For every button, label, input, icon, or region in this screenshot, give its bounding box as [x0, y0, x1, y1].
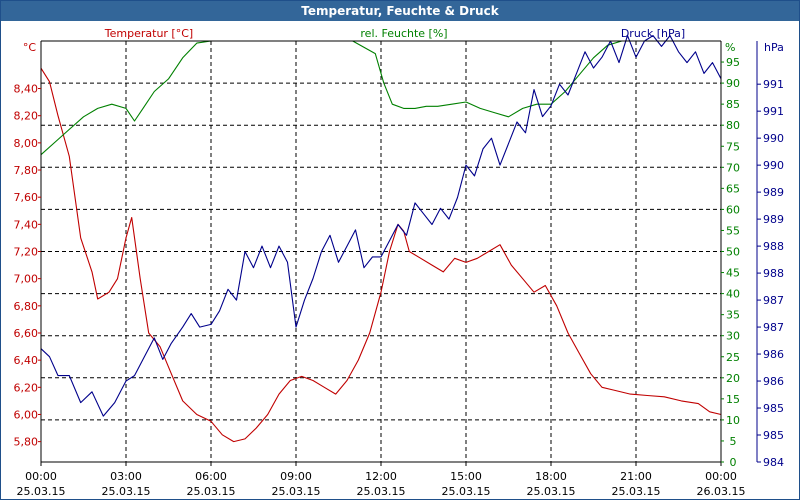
x-tick-label-time: 00:00 [705, 470, 737, 483]
humidity-tick-label: 65 [726, 182, 740, 195]
pressure-tick-label: 985 [763, 402, 784, 415]
pressure-tick-label: 987 [763, 294, 784, 307]
x-tick-label-time: 21:00 [620, 470, 652, 483]
x-tick-label-time: 03:00 [110, 470, 142, 483]
pressure-tick-label: 988 [763, 240, 784, 253]
humidity-tick-label: 70 [726, 161, 740, 174]
humidity-tick-label: 0 [730, 456, 737, 469]
humidity-axis-title: rel. Feuchte [%] [360, 27, 447, 40]
chart-title: Temperatur, Feuchte & Druck [1, 1, 799, 21]
pressure-axis-title: Druck [hPa] [621, 27, 685, 40]
humidity-tick-label: 40 [726, 288, 740, 301]
humidity-tick-label: 80 [726, 119, 740, 132]
x-tick-label-date: 25.03.15 [102, 485, 151, 498]
temperature-unit-label: °C [23, 41, 37, 54]
x-tick-label-date: 25.03.15 [442, 485, 491, 498]
x-tick-label-date: 25.03.15 [272, 485, 321, 498]
pressure-tick-label: 990 [763, 159, 784, 172]
x-tick-label-time: 15:00 [450, 470, 482, 483]
pressure-tick-label: 991 [763, 105, 784, 118]
humidity-tick-label: 85 [726, 98, 740, 111]
humidity-tick-label: 90 [726, 77, 740, 90]
x-tick-label-date: 25.03.15 [17, 485, 66, 498]
humidity-tick-label: 25 [726, 351, 740, 364]
humidity-tick-label: 5 [730, 435, 737, 448]
temperature-tick-label: 6,80 [14, 300, 39, 313]
x-tick-label-time: 00:00 [25, 470, 57, 483]
x-tick-label-date: 25.03.15 [357, 485, 406, 498]
chart-canvas: 00:00 25.03.15 03:00 25.03.15 06:00 25.03.15 0… [14, 27, 785, 498]
humidity-tick-label: 45 [726, 267, 740, 280]
humidity-tick-label: 75 [726, 140, 740, 153]
pressure-tick-label: 988 [763, 267, 784, 280]
humidity-tick-label: 55 [726, 224, 740, 237]
humidity-tick-label: 10 [726, 414, 740, 427]
pressure-tick-label: 986 [763, 348, 784, 361]
x-tick-label-time: 06:00 [195, 470, 227, 483]
humidity-tick-label: 35 [726, 309, 740, 322]
temperature-tick-label: 8,00 [14, 137, 39, 150]
pressure-tick-label: 984 [763, 456, 784, 469]
temperature-tick-label: 5,80 [14, 436, 39, 449]
temperature-tick-label: 8,40 [14, 83, 39, 96]
temperature-tick-label: 8,20 [14, 110, 39, 123]
x-tick-label-date: 25.03.15 [527, 485, 576, 498]
x-tick-label-time: 18:00 [535, 470, 567, 483]
series-line-temperature [40, 67, 722, 443]
pressure-unit-label: hPa [764, 41, 784, 54]
series-line-humidity [40, 40, 721, 156]
humidity-tick-label: 60 [726, 203, 740, 216]
humidity-tick-label: 20 [726, 372, 740, 385]
humidity-tick-label: 50 [726, 246, 740, 259]
pressure-tick-label: 989 [763, 186, 784, 199]
series-line-pressure [40, 35, 722, 417]
humidity-tick-label: 30 [726, 330, 740, 343]
humidity-tick-label: 15 [726, 393, 740, 406]
humidity-tick-label: 95 [726, 56, 740, 69]
temperature-tick-label: 7,40 [14, 218, 39, 231]
x-tick-label-time: 09:00 [280, 470, 312, 483]
pressure-tick-label: 990 [763, 132, 784, 145]
temperature-tick-label: 7,80 [14, 164, 39, 177]
x-tick-label-date: 26.03.15 [697, 485, 746, 498]
pressure-tick-label: 985 [763, 429, 784, 442]
temperature-tick-label: 6,20 [14, 381, 39, 394]
pressure-tick-label: 986 [763, 375, 784, 388]
x-tick-label-date: 25.03.15 [612, 485, 661, 498]
temperature-tick-label: 7,60 [14, 191, 39, 204]
temperature-tick-label: 7,00 [14, 273, 39, 286]
pressure-tick-label: 991 [763, 78, 784, 91]
pressure-tick-label: 989 [763, 213, 784, 226]
temperature-tick-label: 7,20 [14, 246, 39, 259]
humidity-unit-label: % [725, 41, 735, 54]
temperature-tick-label: 6,40 [14, 354, 39, 367]
x-tick-label-date: 25.03.15 [187, 485, 236, 498]
pressure-tick-label: 987 [763, 321, 784, 334]
temperature-tick-label: 6,60 [14, 327, 39, 340]
temperature-axis-title: Temperatur [°C] [104, 27, 193, 40]
x-tick-label-time: 12:00 [365, 470, 397, 483]
temperature-tick-label: 6,00 [14, 408, 39, 421]
